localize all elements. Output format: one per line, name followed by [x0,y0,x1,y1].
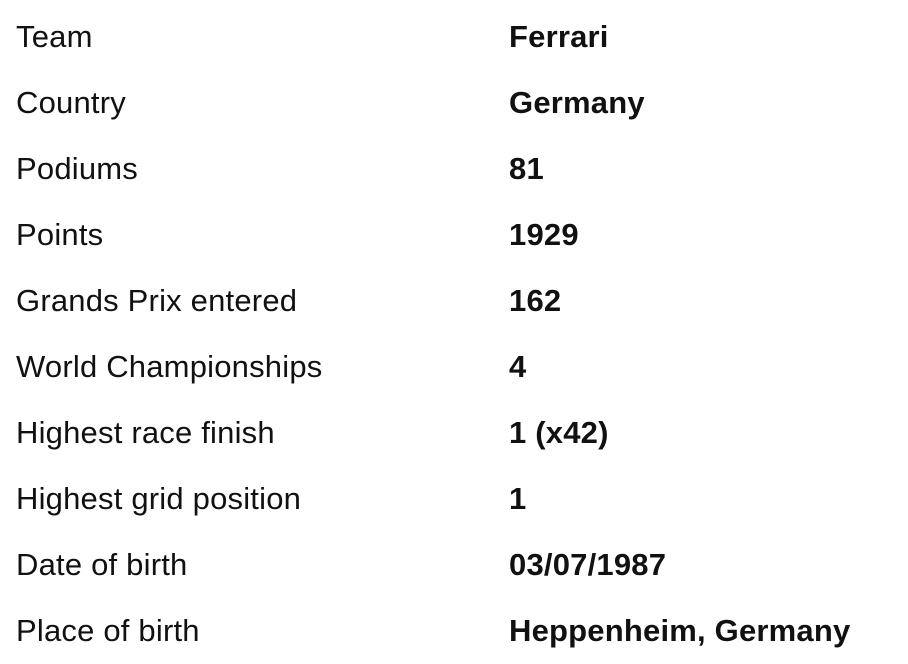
stat-value-podiums: 81 [509,151,544,186]
stat-value-country: Germany [509,85,645,120]
stat-label-world-championships: World Championships [16,349,323,384]
stat-value-place-of-birth: Heppenheim, Germany [509,613,851,648]
stat-label-place-of-birth: Place of birth [16,613,200,648]
stat-value-team: Ferrari [509,19,609,54]
stat-value-date-of-birth: 03/07/1987 [509,547,667,582]
stat-label-podiums: Podiums [16,151,139,186]
stat-row-date-of-birth: Date of birth 03/07/1987 [0,532,908,598]
stat-row-country: Country Germany [0,70,908,136]
stat-row-grands-prix-entered: Grands Prix entered 162 [0,268,908,334]
stat-label-date-of-birth: Date of birth [16,547,188,582]
stat-value-points: 1929 [509,217,579,252]
stat-value-highest-grid-position: 1 [509,481,527,516]
stat-row-highest-race-finish: Highest race finish 1 (x42) [0,400,908,466]
stat-label-points: Points [16,217,104,252]
stat-row-points: Points 1929 [0,202,908,268]
stat-label-country: Country [16,85,126,120]
stat-value-highest-race-finish: 1 (x42) [509,415,609,450]
stat-label-highest-grid-position: Highest grid position [16,481,302,516]
stat-row-world-championships: World Championships 4 [0,334,908,400]
stat-row-highest-grid-position: Highest grid position 1 [0,466,908,532]
stat-row-place-of-birth: Place of birth Heppenheim, Germany [0,598,908,664]
stat-row-podiums: Podiums 81 [0,136,908,202]
stat-label-grands-prix-entered: Grands Prix entered [16,283,298,318]
stat-row-team: Team Ferrari [0,4,908,70]
stat-label-highest-race-finish: Highest race finish [16,415,275,450]
stat-value-grands-prix-entered: 162 [509,283,562,318]
stat-value-world-championships: 4 [509,349,527,384]
stat-label-team: Team [16,19,93,54]
